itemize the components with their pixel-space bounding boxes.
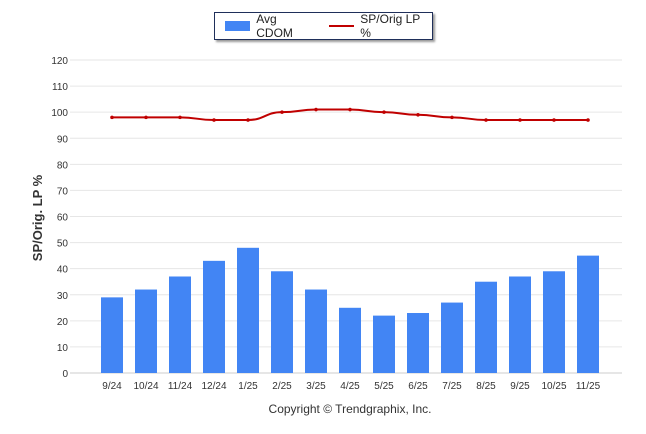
- legend-swatch-sp-orig: [329, 25, 355, 27]
- line-point-sp-orig-lp: [450, 115, 454, 120]
- y-axis-title: SP/Orig. LP %: [30, 174, 45, 261]
- line-point-sp-orig-lp: [382, 110, 386, 114]
- bar-avg-cdom: [271, 271, 293, 373]
- x-tick-label: 10/24: [133, 381, 158, 392]
- line-point-sp-orig-lp: [246, 118, 250, 122]
- line-point-sp-orig-lp: [178, 115, 182, 120]
- line-point-sp-orig-lp: [144, 115, 148, 120]
- x-tick-label: 5/25: [374, 381, 394, 392]
- y-tick-label: 90: [57, 134, 69, 145]
- x-tick-label: 10/25: [541, 381, 566, 392]
- y-tick-label: 70: [57, 186, 69, 197]
- y-tick-label: 60: [57, 213, 69, 224]
- y-tick-label: 50: [57, 239, 69, 250]
- bar-avg-cdom: [373, 315, 395, 373]
- bar-avg-cdom: [475, 281, 497, 373]
- x-tick-label: 4/25: [340, 381, 360, 392]
- line-point-sp-orig-lp: [212, 118, 216, 122]
- x-tick-label: 3/25: [306, 381, 326, 392]
- x-tick-label: 12/24: [201, 381, 226, 392]
- y-tick-label: 100: [51, 108, 68, 119]
- y-tick-label: 30: [57, 291, 69, 302]
- bar-avg-cdom: [339, 307, 361, 373]
- line-point-sp-orig-lp: [518, 118, 522, 122]
- y-tick-label: 10: [57, 343, 69, 354]
- bar-avg-cdom: [101, 297, 123, 373]
- line-point-sp-orig-lp: [348, 107, 352, 112]
- x-tick-label: 11/24: [168, 381, 193, 392]
- bar-avg-cdom: [509, 276, 531, 373]
- x-tick-label: 6/25: [408, 381, 428, 392]
- legend-swatch-avg-cdom: [225, 21, 251, 31]
- bar-avg-cdom: [203, 260, 225, 373]
- bar-avg-cdom: [237, 247, 259, 373]
- line-point-sp-orig-lp: [110, 115, 114, 120]
- y-tick-label: 40: [57, 265, 69, 276]
- legend: Avg CDOM SP/Orig LP %: [214, 12, 433, 40]
- x-tick-label: 1/25: [238, 381, 258, 392]
- y-tick-label: 110: [52, 82, 68, 93]
- bar-avg-cdom: [135, 289, 157, 373]
- x-tick-label: 9/24: [102, 381, 122, 392]
- line-point-sp-orig-lp: [484, 118, 488, 122]
- bar-avg-cdom: [543, 271, 565, 373]
- legend-label-sp-orig: SP/Orig LP %: [360, 12, 421, 40]
- line-point-sp-orig-lp: [416, 112, 420, 117]
- bar-avg-cdom: [169, 276, 191, 373]
- x-tick-label: 2/25: [272, 381, 292, 392]
- legend-label-avg-cdom: Avg CDOM: [256, 12, 293, 40]
- y-tick-label: 20: [57, 317, 69, 328]
- line-point-sp-orig-lp: [280, 110, 284, 114]
- bar-avg-cdom: [407, 313, 429, 373]
- line-point-sp-orig-lp: [586, 118, 590, 122]
- x-tick-label: 11/25: [576, 381, 601, 392]
- bar-avg-cdom: [305, 289, 327, 373]
- bar-avg-cdom: [577, 255, 599, 373]
- bar-avg-cdom: [441, 302, 463, 373]
- x-tick-label: 8/25: [476, 381, 496, 392]
- x-tick-label: 7/25: [442, 381, 462, 392]
- line-point-sp-orig-lp: [552, 118, 556, 122]
- line-point-sp-orig-lp: [314, 107, 318, 112]
- y-tick-label: 120: [51, 56, 68, 67]
- y-tick-label: 0: [62, 369, 68, 380]
- x-tick-label: 9/25: [510, 381, 530, 392]
- footer-copyright: Copyright © Trendgraphix, Inc.: [269, 402, 432, 416]
- y-tick-label: 80: [57, 160, 69, 171]
